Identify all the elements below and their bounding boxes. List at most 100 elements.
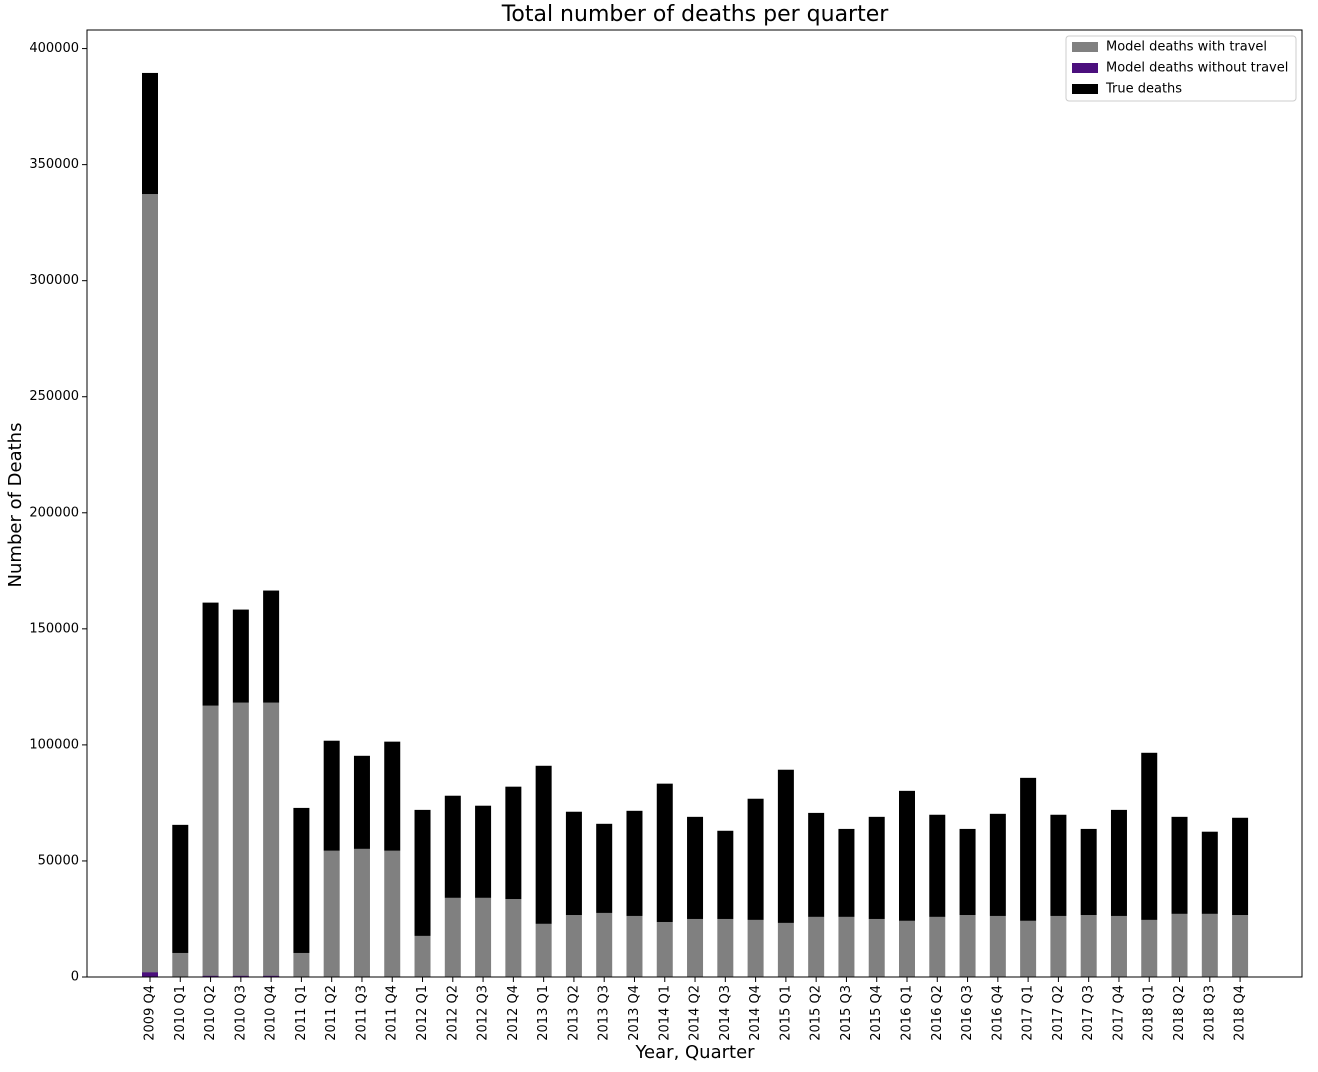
bar-segment [1172,914,1188,977]
bar-segment [869,919,885,977]
bar-segment [415,810,431,936]
bar-segment [505,899,521,977]
bar-segment [778,923,794,977]
bar-segment [566,812,582,915]
x-tick-label: 2013 Q4 [627,985,642,1041]
x-tick-label: 2009 Q4 [143,985,158,1041]
x-tick-label: 2014 Q3 [718,985,733,1041]
bar-segment [929,815,945,917]
x-tick-label: 2018 Q2 [1172,985,1187,1041]
bar-segment [536,924,552,977]
bar-segment [990,814,1006,916]
x-tick-label: 2014 Q4 [748,985,763,1041]
x-tick-label: 2011 Q1 [294,985,309,1041]
bar-segment [990,916,1006,977]
bar-segment [536,766,552,924]
y-tick-label: 300000 [29,273,79,288]
y-tick-label: 350000 [29,157,79,172]
bar-segment [1202,832,1218,914]
bar-segment [717,831,733,919]
bar-segment [203,706,219,977]
bar-segment [293,808,309,953]
x-tick-label: 2010 Q3 [233,985,248,1041]
bar-segment [1111,810,1127,916]
x-tick-label: 2015 Q4 [869,985,884,1041]
bar-segment [748,799,764,920]
bar-segment [172,825,188,953]
bar-segment [1202,914,1218,977]
y-tick-label: 50000 [38,853,79,868]
bar-segment [808,813,824,917]
legend-swatch [1072,42,1098,52]
bar-segment [596,824,612,913]
bar-segment [475,806,491,898]
x-tick-label: 2016 Q1 [900,985,915,1041]
bar-segment [1111,916,1127,977]
x-tick-label: 2018 Q3 [1202,985,1217,1041]
bar-segment [1050,916,1066,977]
bar-segment [687,919,703,977]
x-tick-label: 2018 Q4 [1233,985,1248,1041]
bar-segment [324,851,340,977]
bar-segment [263,703,279,977]
bar-segment [657,784,673,922]
y-tick-label: 0 [71,970,79,985]
x-tick-label: 2011 Q2 [324,985,339,1041]
bar-segment [657,922,673,977]
bar-segment [354,849,370,977]
x-tick-label: 2015 Q3 [839,985,854,1041]
bar-segment [1141,753,1157,920]
bar-segment [899,921,915,977]
bar-segment [960,829,976,915]
bar-segment [899,791,915,921]
legend-swatch [1072,84,1098,94]
legend-label: True deaths [1105,82,1182,97]
bar-segment [808,917,824,977]
x-tick-label: 2015 Q1 [778,985,793,1041]
x-tick-label: 2012 Q4 [506,985,521,1041]
bar-segment [1141,920,1157,977]
bar-segment [626,811,642,916]
bar-segment [1081,829,1097,915]
bar-segment [384,851,400,977]
y-tick-label: 400000 [29,41,79,56]
bar-segment [748,920,764,977]
chart-title: Total number of deaths per quarter [501,2,890,27]
x-tick-label: 2012 Q1 [415,985,430,1041]
bar-segment [1232,818,1248,915]
y-tick-label: 200000 [29,505,79,520]
bar-segment [233,610,249,703]
bar-segment [1020,921,1036,977]
bar-segment [566,915,582,977]
bar-segment [445,796,461,898]
bar-segment [1081,915,1097,977]
bar-segment [717,919,733,977]
x-axis-label: Year, Quarter [634,1042,755,1063]
bar-segment [142,972,158,977]
x-tick-label: 2012 Q2 [445,985,460,1041]
x-tick-label: 2010 Q1 [173,985,188,1041]
x-tick-label: 2017 Q1 [1021,985,1036,1041]
x-tick-label: 2012 Q3 [476,985,491,1041]
bar-segment [415,936,431,977]
bar-segment [838,917,854,977]
x-tick-label: 2013 Q2 [566,985,581,1041]
y-tick-label: 150000 [29,621,79,636]
y-axis-label: Number of Deaths [5,423,26,588]
bar-segment [445,898,461,977]
x-tick-label: 2017 Q4 [1111,985,1126,1041]
x-tick-label: 2014 Q2 [688,985,703,1041]
x-tick-label: 2018 Q1 [1142,985,1157,1041]
bar-segment [960,915,976,977]
bar-segment [505,787,521,899]
bar-segment [1172,817,1188,914]
bar-segment [142,73,158,194]
bar-segment [324,741,340,851]
bar-segment [233,703,249,977]
bar-segment [203,603,219,706]
bar-segment [1232,915,1248,977]
bar-segment [293,953,309,977]
bar-segment [475,898,491,977]
legend-swatch [1072,63,1098,73]
bar-segment [1050,815,1066,916]
